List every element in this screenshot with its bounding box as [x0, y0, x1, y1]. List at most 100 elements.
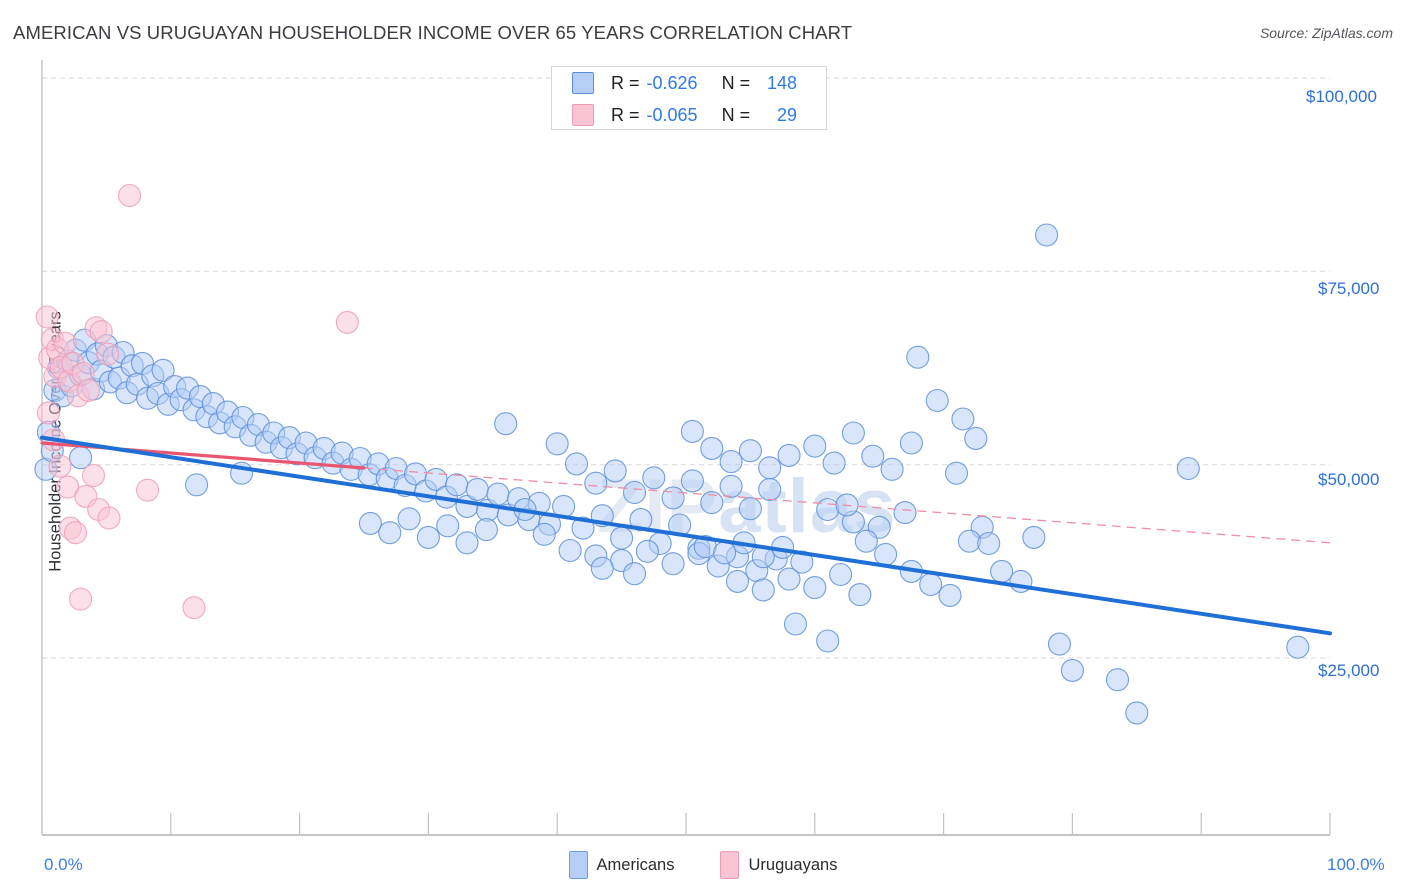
- data-point: [416, 525, 440, 549]
- data-point: [938, 583, 962, 607]
- data-point: [919, 572, 943, 597]
- data-point: [899, 431, 923, 455]
- data-point: [1035, 223, 1059, 247]
- data-point: [700, 436, 724, 460]
- x-tick-label-max: 100.0%: [1327, 855, 1385, 874]
- data-point: [610, 526, 634, 550]
- data-point: [1047, 632, 1072, 656]
- data-point: [990, 559, 1014, 583]
- americans-swatch-icon: [572, 72, 594, 94]
- data-point: [642, 466, 666, 490]
- data-point: [841, 421, 865, 445]
- data-point: [182, 596, 206, 620]
- data-point: [397, 507, 421, 531]
- data-point: [1176, 456, 1200, 481]
- data-point: [532, 522, 556, 546]
- series-americans: [34, 223, 1310, 725]
- data-point: [738, 497, 762, 521]
- data-point: [719, 474, 743, 498]
- data-point: [76, 378, 100, 402]
- data-point: [97, 506, 121, 530]
- data-point: [816, 629, 840, 653]
- data-point: [925, 388, 949, 413]
- data-point: [822, 451, 846, 475]
- data-point: [700, 491, 724, 515]
- data-point: [89, 320, 113, 344]
- legend-label-americans: Americans: [596, 855, 675, 874]
- data-point: [69, 587, 93, 611]
- data-point: [944, 461, 969, 485]
- data-point: [874, 542, 898, 566]
- y-tick-label-50000: $50,000: [1318, 470, 1380, 489]
- data-point: [81, 463, 106, 488]
- data-point: [465, 477, 489, 501]
- data-point: [53, 331, 77, 355]
- plot-area: Householder Income Over 65 years ZIPatla…: [34, 60, 1332, 836]
- data-point: [1022, 525, 1046, 549]
- page-title: AMERICAN VS URUGUAYAN HOUSEHOLDER INCOME…: [13, 22, 853, 43]
- scatter-canvas: [34, 60, 1332, 836]
- data-point: [35, 305, 59, 329]
- data-point: [590, 556, 614, 580]
- trendline-uruguayans-dashed: [363, 467, 1331, 544]
- data-point: [486, 482, 510, 506]
- data-point: [951, 407, 975, 431]
- data-point: [861, 444, 885, 468]
- correlation-stats-box: R = -0.626 N = 148 R = -0.065 N = 29: [551, 66, 827, 130]
- data-point: [1060, 658, 1084, 682]
- uruguayans-legend-swatch-icon: [720, 851, 740, 879]
- stats-row-americans: R = -0.626 N = 148: [552, 67, 826, 99]
- data-point: [719, 450, 743, 474]
- data-point: [680, 419, 704, 443]
- legend-item-uruguayans[interactable]: Uruguayans: [720, 851, 837, 879]
- data-point: [378, 521, 402, 545]
- legend-label-uruguayans: Uruguayans: [748, 855, 838, 874]
- data-point: [36, 401, 60, 425]
- data-point: [893, 501, 917, 525]
- data-point: [185, 473, 209, 497]
- data-point: [964, 426, 988, 450]
- data-point: [829, 562, 853, 587]
- r-label: R =: [611, 104, 640, 125]
- data-point: [777, 443, 801, 467]
- data-point: [622, 562, 647, 586]
- data-point: [436, 514, 460, 538]
- data-point: [906, 345, 930, 369]
- y-tick-label-100000: $100,000: [1306, 87, 1377, 106]
- data-point: [136, 478, 160, 502]
- data-point: [1105, 668, 1130, 692]
- data-point: [445, 473, 469, 497]
- data-point: [803, 434, 827, 458]
- data-point: [713, 541, 737, 565]
- legend-item-americans[interactable]: Americans: [568, 851, 675, 879]
- n-value-uruguayans: 29: [777, 104, 798, 125]
- data-point: [758, 477, 782, 501]
- data-point: [848, 583, 872, 607]
- data-point: [151, 358, 175, 382]
- n-label: N =: [721, 104, 751, 125]
- data-point: [48, 454, 72, 478]
- trendline-americans: [40, 435, 1332, 636]
- americans-legend-swatch-icon: [568, 851, 588, 879]
- x-tick-label-min: 0.0%: [44, 855, 83, 874]
- data-point: [738, 439, 762, 463]
- data-point: [56, 475, 80, 499]
- data-point: [854, 529, 878, 553]
- data-point: [455, 531, 479, 555]
- source-attribution: Source: ZipAtlas.com: [1259, 25, 1393, 41]
- n-value-americans: 148: [767, 72, 798, 93]
- data-point: [680, 469, 704, 493]
- data-point: [635, 539, 659, 563]
- data-point: [474, 518, 498, 542]
- data-point: [558, 538, 582, 563]
- data-point: [803, 576, 827, 600]
- r-value-americans: -0.626: [646, 72, 698, 93]
- data-point: [545, 432, 569, 456]
- data-point: [957, 529, 981, 553]
- r-value-uruguayans: -0.065: [646, 104, 698, 125]
- data-point: [622, 480, 647, 505]
- data-point: [603, 459, 627, 483]
- data-point: [880, 457, 904, 481]
- data-point: [358, 511, 382, 535]
